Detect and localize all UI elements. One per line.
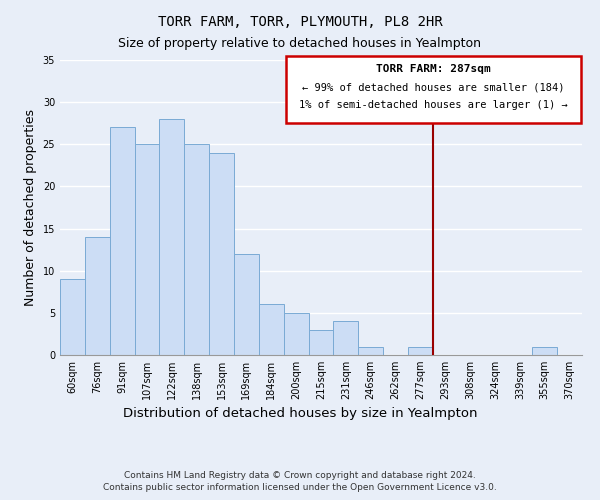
Text: ← 99% of detached houses are smaller (184): ← 99% of detached houses are smaller (18…: [302, 83, 565, 93]
Text: TORR FARM: 287sqm: TORR FARM: 287sqm: [376, 64, 491, 74]
Bar: [234, 254, 259, 355]
Bar: [110, 128, 134, 355]
FancyBboxPatch shape: [286, 56, 581, 123]
Bar: [160, 119, 184, 355]
Bar: [532, 346, 557, 355]
Bar: [60, 279, 85, 355]
Text: Distribution of detached houses by size in Yealmpton: Distribution of detached houses by size …: [123, 408, 477, 420]
Bar: [184, 144, 209, 355]
Bar: [308, 330, 334, 355]
Bar: [209, 152, 234, 355]
Bar: [284, 313, 308, 355]
Bar: [85, 237, 110, 355]
Text: Contains public sector information licensed under the Open Government Licence v3: Contains public sector information licen…: [103, 484, 497, 492]
Bar: [358, 346, 383, 355]
Y-axis label: Number of detached properties: Number of detached properties: [24, 109, 37, 306]
Text: TORR FARM, TORR, PLYMOUTH, PL8 2HR: TORR FARM, TORR, PLYMOUTH, PL8 2HR: [158, 15, 442, 29]
Text: 1% of semi-detached houses are larger (1) →: 1% of semi-detached houses are larger (1…: [299, 100, 568, 110]
Bar: [259, 304, 284, 355]
Bar: [408, 346, 433, 355]
Bar: [134, 144, 160, 355]
Bar: [334, 322, 358, 355]
Text: Contains HM Land Registry data © Crown copyright and database right 2024.: Contains HM Land Registry data © Crown c…: [124, 471, 476, 480]
Text: Size of property relative to detached houses in Yealmpton: Size of property relative to detached ho…: [119, 38, 482, 51]
